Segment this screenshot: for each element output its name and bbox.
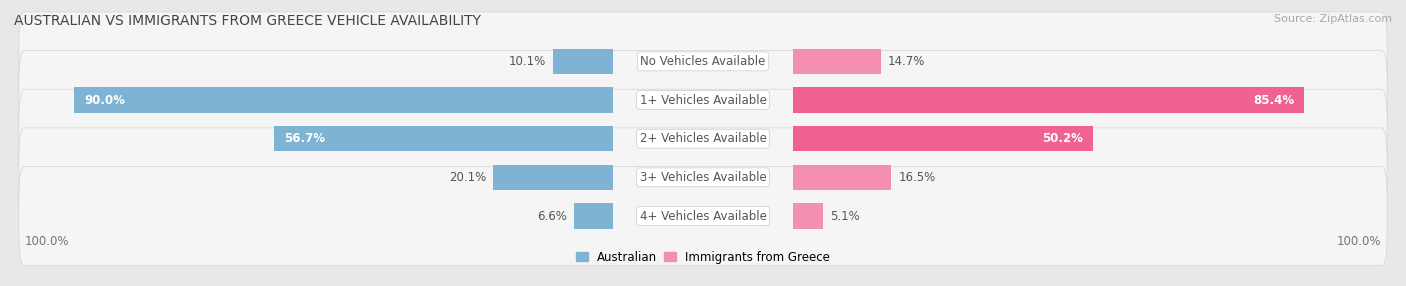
Text: 1+ Vehicles Available: 1+ Vehicles Available bbox=[640, 94, 766, 107]
Bar bbox=[793, 88, 1305, 113]
FancyBboxPatch shape bbox=[18, 51, 1388, 150]
FancyBboxPatch shape bbox=[18, 128, 1388, 227]
Bar bbox=[793, 165, 891, 190]
Bar bbox=[793, 126, 1094, 151]
Text: 85.4%: 85.4% bbox=[1253, 94, 1294, 107]
Bar bbox=[75, 88, 613, 113]
Text: 5.1%: 5.1% bbox=[830, 210, 860, 223]
Text: 16.5%: 16.5% bbox=[898, 171, 935, 184]
Bar bbox=[793, 88, 1305, 113]
Text: No Vehicles Available: No Vehicles Available bbox=[640, 55, 766, 68]
FancyBboxPatch shape bbox=[18, 166, 1388, 265]
Text: 4+ Vehicles Available: 4+ Vehicles Available bbox=[640, 210, 766, 223]
FancyBboxPatch shape bbox=[18, 89, 1388, 188]
Legend: Australian, Immigrants from Greece: Australian, Immigrants from Greece bbox=[571, 246, 835, 269]
FancyBboxPatch shape bbox=[18, 12, 1388, 111]
Text: AUSTRALIAN VS IMMIGRANTS FROM GREECE VEHICLE AVAILABILITY: AUSTRALIAN VS IMMIGRANTS FROM GREECE VEH… bbox=[14, 14, 481, 28]
Bar bbox=[494, 165, 613, 190]
Bar bbox=[574, 203, 613, 229]
Text: 14.7%: 14.7% bbox=[887, 55, 925, 68]
Text: 20.1%: 20.1% bbox=[449, 171, 486, 184]
Text: 3+ Vehicles Available: 3+ Vehicles Available bbox=[640, 171, 766, 184]
Text: 90.0%: 90.0% bbox=[84, 94, 125, 107]
Text: 10.1%: 10.1% bbox=[509, 55, 546, 68]
Bar bbox=[274, 126, 613, 151]
Text: 100.0%: 100.0% bbox=[24, 235, 69, 249]
Text: Source: ZipAtlas.com: Source: ZipAtlas.com bbox=[1274, 14, 1392, 24]
Bar bbox=[553, 49, 613, 74]
Bar bbox=[793, 203, 823, 229]
Bar bbox=[793, 126, 1094, 151]
Bar bbox=[793, 49, 880, 74]
Text: 6.6%: 6.6% bbox=[537, 210, 567, 223]
Text: 50.2%: 50.2% bbox=[1042, 132, 1083, 145]
Text: 56.7%: 56.7% bbox=[284, 132, 325, 145]
Text: 2+ Vehicles Available: 2+ Vehicles Available bbox=[640, 132, 766, 145]
Text: 100.0%: 100.0% bbox=[1337, 235, 1382, 249]
